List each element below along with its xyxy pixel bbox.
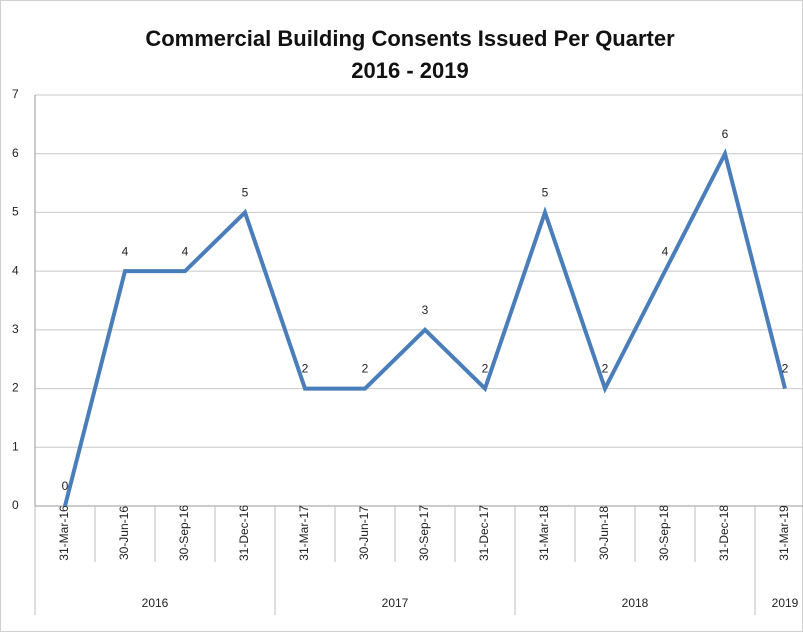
data-label: 0 [62,479,69,493]
y-tick-label: 0 [12,498,19,512]
data-label: 3 [422,303,429,317]
data-label: 2 [362,362,369,376]
data-label: 5 [242,186,249,200]
data-label: 5 [542,186,549,200]
data-label: 4 [182,244,189,258]
x-tick-label: 31-Dec-18 [717,505,731,561]
x-tick-label: 30-Sep-16 [177,505,191,561]
data-label: 2 [482,362,489,376]
x-tick-label: 31-Dec-16 [237,505,251,561]
x-tick-label: 31-Mar-16 [57,505,71,561]
y-tick-label: 1 [12,439,19,453]
y-tick-label: 7 [12,87,19,101]
data-label: 4 [662,244,669,258]
x-tick-label: 30-Jun-17 [357,506,371,560]
y-tick-label: 2 [12,381,19,395]
x-tick-label: 30-Jun-16 [117,506,131,560]
x-tick-label: 30-Jun-18 [597,506,611,560]
chart-title: Commercial Building Consents Issued Per … [145,26,675,51]
x-tick-label: 31-Mar-19 [777,505,791,561]
y-tick-label: 4 [12,263,19,277]
x-tick-label: 31-Mar-17 [297,505,311,561]
x-tick-label: 30-Sep-18 [657,505,671,561]
data-label: 4 [122,244,129,258]
chart-subtitle: 2016 - 2019 [351,58,468,83]
x-tick-label: 31-Mar-18 [537,505,551,561]
data-label: 2 [302,362,309,376]
data-label: 2 [782,362,789,376]
x-tick-label: 31-Dec-17 [477,505,491,561]
data-label: 6 [722,127,729,141]
group-label: 2018 [622,596,649,610]
group-label: 2016 [142,596,169,610]
y-tick-label: 6 [12,146,19,160]
group-label: 2017 [382,596,409,610]
x-tick-label: 30-Sep-17 [417,505,431,561]
y-tick-label: 3 [12,322,19,336]
data-label: 2 [602,362,609,376]
line-series [63,148,787,507]
group-label: 2019 [772,596,799,610]
y-tick-label: 5 [12,205,19,219]
